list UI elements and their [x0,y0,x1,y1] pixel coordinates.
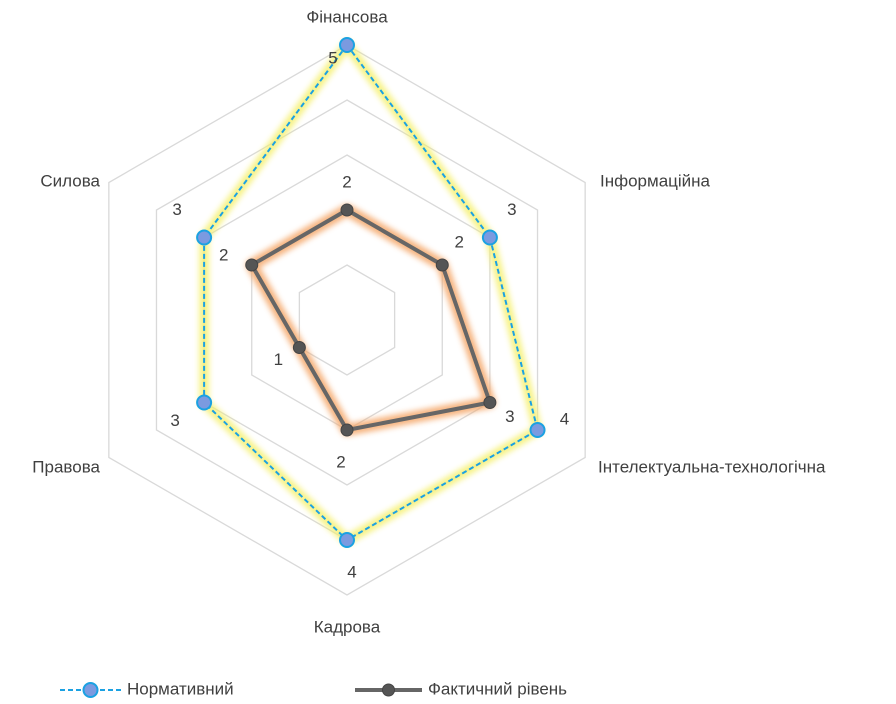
series-line [203,44,539,541]
legend-label: Нормативний [127,679,234,698]
category-label: Правова [32,457,100,476]
data-label: 2 [455,232,464,251]
category-label: Фінансова [306,7,388,26]
series-marker [245,258,259,272]
category-label: Інтелектуальна-технологічна [598,457,826,476]
data-label: 2 [336,452,345,471]
series-glow [199,40,543,545]
data-label: 2 [342,172,351,191]
data-label: 2 [219,245,228,264]
data-label: 3 [172,200,181,219]
series-marker [339,532,355,548]
grid-ring [298,264,396,376]
series-marker [340,203,354,217]
series-marker [435,258,449,272]
grid-ring [108,44,586,596]
series-marker [340,423,354,437]
series-marker [292,341,306,354]
data-label: 3 [170,411,179,430]
data-label: 1 [274,350,283,369]
category-label: Кадрова [314,617,381,636]
legend-marker [382,683,395,697]
series-marker [481,229,498,246]
series-marker [529,422,546,438]
series-marker [196,394,213,411]
data-label: 4 [347,562,356,581]
category-label: Силова [40,171,100,190]
data-label: 3 [505,407,514,426]
legend-label: Фактичний рівень [428,679,567,698]
data-label: 5 [328,48,337,67]
data-label: 4 [560,409,569,428]
grid-ring [155,99,539,541]
series-marker [196,229,213,246]
category-label: Інформаційна [600,171,711,190]
series-marker [339,37,355,53]
legend-marker [82,682,99,698]
data-label: 3 [507,200,516,219]
series-marker [483,396,497,409]
